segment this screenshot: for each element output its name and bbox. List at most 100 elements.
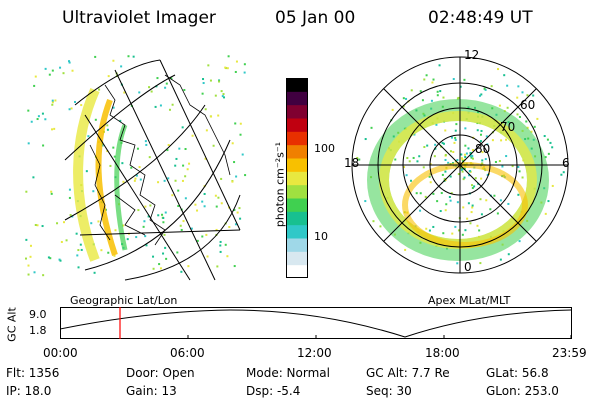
speckle <box>464 155 467 158</box>
speckle <box>462 206 465 209</box>
altitude-curve <box>60 309 572 338</box>
speckle <box>424 195 427 198</box>
speckle <box>174 164 177 167</box>
speckle <box>444 209 447 212</box>
speckle <box>51 101 54 104</box>
speckle <box>479 133 482 136</box>
speckle <box>204 108 207 111</box>
speckle <box>451 232 454 235</box>
speckle <box>133 179 136 182</box>
speckle <box>175 157 178 160</box>
speckle <box>126 238 129 241</box>
speckle <box>481 159 484 162</box>
speckle <box>547 200 550 203</box>
speckle <box>157 181 160 184</box>
speckle <box>479 140 482 143</box>
speckle <box>506 84 509 87</box>
speckle <box>468 174 471 177</box>
mlt-label-6: 6 <box>562 156 570 170</box>
speckle <box>423 146 426 149</box>
speckle <box>174 179 177 182</box>
altitude-ytick-low: 1.8 <box>29 324 47 337</box>
speckle <box>236 211 239 214</box>
speckle <box>112 106 115 109</box>
speckle <box>54 99 57 102</box>
speckle <box>443 177 446 180</box>
speckle <box>27 273 30 276</box>
speckle <box>432 78 435 81</box>
speckle <box>431 81 434 84</box>
speckle <box>364 200 367 203</box>
colorbar-segment <box>286 264 308 278</box>
speckle <box>516 113 519 116</box>
speckle <box>517 85 520 88</box>
speckle <box>218 79 221 82</box>
speckle <box>447 161 450 164</box>
speckle <box>70 107 73 110</box>
speckle <box>80 104 83 107</box>
speckle <box>419 192 422 195</box>
speckle <box>33 84 36 87</box>
speckle <box>560 173 563 176</box>
speckle <box>436 94 439 97</box>
speckle <box>464 229 467 232</box>
speckle <box>130 166 133 169</box>
speckle <box>188 162 191 165</box>
speckle <box>224 66 227 69</box>
speckle <box>27 142 30 145</box>
speckle <box>233 161 236 164</box>
speckle <box>551 146 554 149</box>
speckle <box>231 180 234 183</box>
speckle <box>233 208 236 211</box>
speckle <box>68 196 71 199</box>
speckle <box>113 155 116 158</box>
speckle <box>521 176 524 179</box>
colorbar-tick-100: 100 <box>314 142 335 155</box>
speckle <box>471 204 474 207</box>
speckle <box>212 144 215 147</box>
speckle <box>533 125 536 128</box>
speckle <box>496 212 499 215</box>
speckle <box>494 160 497 163</box>
speckle <box>518 115 521 118</box>
speckle <box>462 160 465 163</box>
speckle <box>42 144 45 147</box>
speckle <box>106 128 109 131</box>
colorbar-segment <box>286 211 308 226</box>
speckle <box>184 197 187 200</box>
speckle <box>463 176 466 179</box>
speckle <box>479 94 482 97</box>
speckle <box>44 67 47 70</box>
speckle <box>137 209 140 212</box>
speckle <box>158 263 161 266</box>
speckle <box>162 252 165 255</box>
polar-grid <box>351 56 569 274</box>
speckle <box>134 177 137 180</box>
speckle <box>220 177 223 180</box>
speckle <box>180 270 183 273</box>
speckle <box>526 94 529 97</box>
speckle <box>518 170 521 173</box>
speckle <box>122 180 125 183</box>
speckle <box>415 192 418 195</box>
speckle <box>471 157 474 160</box>
xtick-0600: 06:00 <box>170 346 205 360</box>
speckle <box>379 225 382 228</box>
speckle <box>25 190 28 193</box>
speckle <box>440 192 443 195</box>
speckle <box>107 75 110 78</box>
speckle <box>183 89 186 92</box>
speckle <box>419 209 422 212</box>
speckle <box>404 248 407 251</box>
speckle <box>410 89 413 92</box>
speckle <box>444 158 447 161</box>
speckle <box>408 160 411 163</box>
speckle <box>429 181 432 184</box>
speckle <box>135 236 138 239</box>
altitude-ytick-high: 9.0 <box>29 308 47 321</box>
speckle <box>432 192 435 195</box>
speckle <box>448 196 451 199</box>
speckle <box>145 244 148 247</box>
speckle <box>127 55 130 58</box>
colorbar-segment <box>286 91 308 106</box>
